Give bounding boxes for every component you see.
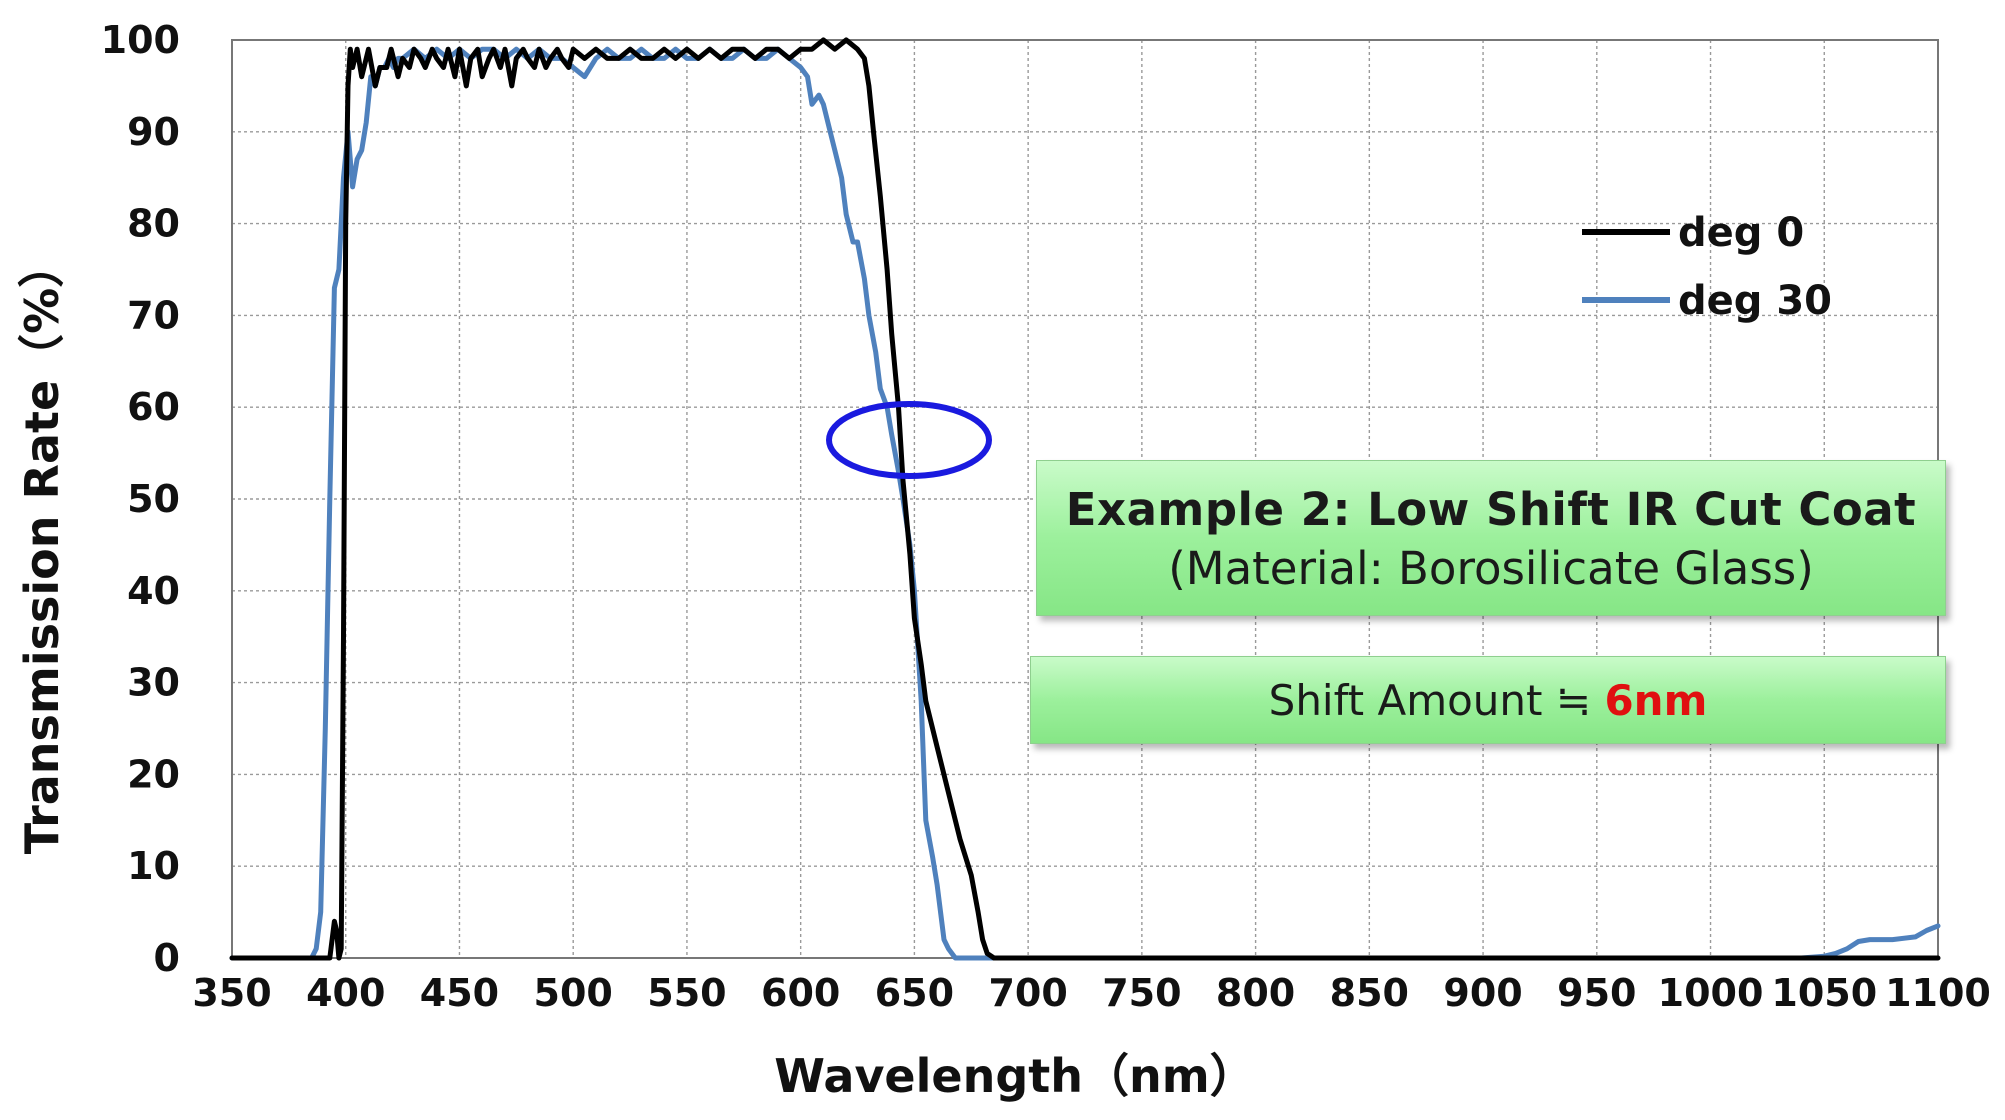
y-tick-label: 100: [101, 18, 180, 62]
series-line-deg-0: [229, 37, 1941, 961]
legend-label-deg0: deg 0: [1678, 210, 1804, 256]
x-axis-title: Wavelength（nm）: [774, 1049, 1255, 1103]
x-tick-label: 600: [761, 971, 840, 1015]
x-tick-label: 550: [647, 971, 726, 1015]
y-tick-label: 30: [127, 661, 180, 705]
x-tick-label: 350: [192, 971, 271, 1015]
y-tick-label: 40: [127, 569, 180, 613]
y-tick-label: 80: [127, 202, 180, 246]
shift-label: Shift Amount ≒: [1268, 676, 1605, 725]
series-layer: [229, 37, 1941, 961]
x-tick-label: 900: [1443, 971, 1522, 1015]
y-tick-label: 20: [127, 752, 180, 796]
title-line1: Example 2: Low Shift IR Cut Coat: [1065, 483, 1917, 536]
y-tick-label: 90: [127, 110, 180, 154]
x-tick-label: 1000: [1658, 971, 1764, 1015]
x-tick-label: 650: [875, 971, 954, 1015]
y-tick-label: 50: [127, 477, 180, 521]
title-line2: (Material: Borosilicate Glass): [1168, 542, 1814, 595]
y-tick-label: 0: [154, 936, 180, 980]
title-callout: Example 2: Low Shift IR Cut Coat (Materi…: [1036, 460, 1946, 616]
legend: deg 0 deg 30: [1582, 210, 1832, 324]
x-tick-label: 800: [1216, 971, 1295, 1015]
x-tick-label: 950: [1557, 971, 1636, 1015]
x-tick-label: 1050: [1771, 971, 1877, 1015]
y-axis-title: Transmission Rate（%）: [15, 242, 69, 855]
y-tick-labels: 0 10 20 30 40 50 60 70 80 90 100: [101, 18, 180, 980]
x-tick-label: 1100: [1885, 971, 1991, 1015]
x-tick-label: 750: [1102, 971, 1181, 1015]
shift-value: 6nm: [1604, 676, 1708, 725]
y-tick-label: 60: [127, 385, 180, 429]
x-tick-label: 400: [306, 971, 385, 1015]
y-tick-label: 70: [127, 293, 180, 337]
legend-label-deg30: deg 30: [1678, 278, 1832, 324]
shift-callout: Shift Amount ≒ 6nm: [1030, 656, 1946, 744]
y-tick-label: 10: [127, 844, 180, 888]
x-tick-label: 500: [534, 971, 613, 1015]
x-tick-label: 450: [420, 971, 499, 1015]
x-tick-label: 700: [988, 971, 1067, 1015]
x-tick-label: 850: [1330, 971, 1409, 1015]
highlight-ellipse: [826, 401, 992, 479]
x-tick-labels: 350 400 450 500 550 600 650 700 750 800 850 900 950 1…: [192, 971, 1991, 1015]
